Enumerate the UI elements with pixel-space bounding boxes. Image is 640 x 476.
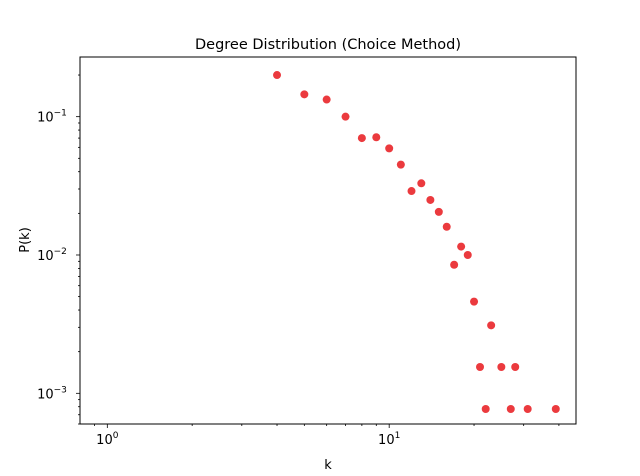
data-point [372, 133, 381, 142]
y-tick-label: 10−2 [37, 247, 67, 264]
y-axis-label: P(k) [18, 227, 33, 253]
data-point [463, 250, 472, 259]
data-point [273, 71, 282, 80]
data-point [506, 405, 515, 414]
data-markers [273, 71, 560, 414]
plot-frame [79, 56, 577, 425]
data-point [457, 242, 466, 251]
x-tick-label: 100 [96, 431, 119, 448]
data-point [300, 90, 309, 99]
data-point [450, 260, 459, 269]
data-point [396, 160, 405, 169]
data-point [434, 207, 443, 216]
axis-ticks: 100 101 10−3 10−2 10−1 [37, 74, 560, 448]
data-point [385, 144, 394, 153]
data-point [497, 362, 506, 371]
data-point [551, 405, 560, 414]
data-point [426, 195, 435, 204]
x-tick-label: 101 [378, 431, 400, 448]
data-point [523, 405, 532, 414]
data-point [442, 222, 451, 231]
y-tick-label: 10−1 [37, 109, 67, 126]
data-point [417, 179, 426, 188]
data-point [470, 297, 479, 306]
data-point [511, 362, 520, 371]
x-axis-label: k [324, 458, 332, 473]
chart-title: Degree Distribution (Choice Method) [195, 37, 461, 53]
y-tick-label: 10−3 [37, 385, 67, 402]
data-point [322, 95, 331, 104]
data-point [476, 362, 485, 371]
data-point [487, 321, 496, 330]
data-point [357, 134, 366, 143]
data-point [481, 405, 490, 414]
data-point [341, 112, 350, 121]
data-point [407, 187, 416, 196]
